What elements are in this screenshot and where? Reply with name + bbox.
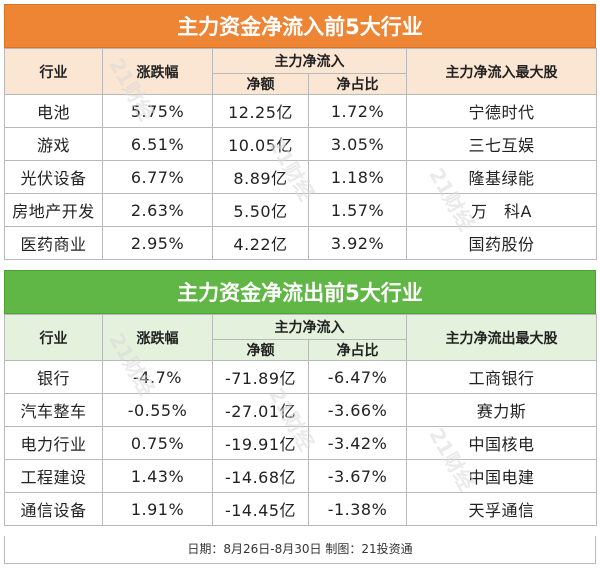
capital-flow-infographic: 主力资金净流入前5大行业 行业 涨跌幅 主力净流入 主力净流入最大股 净额 净占…: [4, 4, 597, 566]
amount-cell: -27.01亿: [212, 393, 309, 427]
ratio-cell: -3.66%: [308, 393, 407, 427]
stock-cell: 国药股份: [406, 226, 597, 260]
change-cell: 2.63%: [102, 193, 213, 227]
change-cell: 5.75%: [102, 94, 213, 128]
table-row: 医药商业 2.95% 4.22亿 3.92% 国药股份: [4, 226, 597, 260]
stock-cell: 万 科A: [406, 193, 597, 227]
change-cell: -4.7%: [102, 360, 213, 394]
ratio-cell: 3.92%: [308, 226, 407, 260]
ratio-cell: 1.72%: [308, 94, 407, 128]
table-row: 光伏设备 6.77% 8.89亿 1.18% 隆基绿能: [4, 160, 597, 194]
header-top-stock: 主力净流入最大股: [406, 48, 597, 95]
table-row: 房地产开发 2.63% 5.50亿 1.57% 万 科A: [4, 193, 597, 227]
amount-cell: 10.05亿: [212, 127, 309, 161]
amount-cell: 5.50亿: [212, 193, 309, 227]
header-net-ratio: 净占比: [308, 339, 407, 361]
change-cell: 1.43%: [102, 459, 213, 493]
ratio-cell: -3.42%: [308, 426, 407, 460]
stock-cell: 赛力斯: [406, 393, 597, 427]
change-cell: 6.51%: [102, 127, 213, 161]
stock-cell: 隆基绿能: [406, 160, 597, 194]
header-industry: 行业: [4, 314, 103, 361]
stock-cell: 中国电建: [406, 459, 597, 493]
ratio-cell: -3.67%: [308, 459, 407, 493]
stock-cell: 天孚通信: [406, 492, 597, 526]
inflow-table: 行业 涨跌幅 主力净流入 主力净流入最大股 净额 净占比 电池 5.75% 12…: [4, 48, 597, 260]
change-cell: 1.91%: [102, 492, 213, 526]
ratio-cell: 3.05%: [308, 127, 407, 161]
industry-cell: 电池: [4, 94, 103, 128]
industry-cell: 医药商业: [4, 226, 103, 260]
stock-cell: 中国核电: [406, 426, 597, 460]
industry-cell: 通信设备: [4, 492, 103, 526]
stock-cell: 宁德时代: [406, 94, 597, 128]
industry-cell: 光伏设备: [4, 160, 103, 194]
table-row: 通信设备 1.91% -14.45亿 -1.38% 天孚通信: [4, 492, 597, 526]
header-net-ratio: 净占比: [308, 73, 407, 95]
amount-cell: 8.89亿: [212, 160, 309, 194]
industry-cell: 游戏: [4, 127, 103, 161]
industry-cell: 银行: [4, 360, 103, 394]
change-cell: 0.75%: [102, 426, 213, 460]
industry-cell: 汽车整车: [4, 393, 103, 427]
ratio-cell: 1.18%: [308, 160, 407, 194]
industry-cell: 工程建设: [4, 459, 103, 493]
change-cell: 2.95%: [102, 226, 213, 260]
outflow-table: 行业 涨跌幅 主力净流入 主力净流出最大股 净额 净占比 银行 -4.7% -7…: [4, 314, 597, 526]
change-cell: 6.77%: [102, 160, 213, 194]
inflow-title: 主力资金净流入前5大行业: [4, 4, 596, 48]
industry-cell: 电力行业: [4, 426, 103, 460]
footer-credit: 日期：8月26日-8月30日 制图：21投资通: [4, 536, 596, 564]
stock-cell: 工商银行: [406, 360, 597, 394]
outflow-title: 主力资金净流出前5大行业: [4, 270, 596, 314]
amount-cell: -14.68亿: [212, 459, 309, 493]
table-row: 银行 -4.7% -71.89亿 -6.47% 工商银行: [4, 360, 597, 394]
ratio-cell: -6.47%: [308, 360, 407, 394]
header-net-group: 主力净流入: [212, 314, 407, 340]
table-row: 游戏 6.51% 10.05亿 3.05% 三七互娱: [4, 127, 597, 161]
header-change: 涨跌幅: [102, 314, 213, 361]
header-top-stock: 主力净流出最大股: [406, 314, 597, 361]
header-net-amount: 净额: [212, 339, 309, 361]
amount-cell: 4.22亿: [212, 226, 309, 260]
amount-cell: -71.89亿: [212, 360, 309, 394]
ratio-cell: -1.38%: [308, 492, 407, 526]
header-net-group: 主力净流入: [212, 48, 407, 74]
change-cell: -0.55%: [102, 393, 213, 427]
industry-cell: 房地产开发: [4, 193, 103, 227]
amount-cell: -19.91亿: [212, 426, 309, 460]
table-row: 工程建设 1.43% -14.68亿 -3.67% 中国电建: [4, 459, 597, 493]
header-change: 涨跌幅: [102, 48, 213, 95]
ratio-cell: 1.57%: [308, 193, 407, 227]
amount-cell: 12.25亿: [212, 94, 309, 128]
stock-cell: 三七互娱: [406, 127, 597, 161]
amount-cell: -14.45亿: [212, 492, 309, 526]
table-row: 电力行业 0.75% -19.91亿 -3.42% 中国核电: [4, 426, 597, 460]
table-row: 汽车整车 -0.55% -27.01亿 -3.66% 赛力斯: [4, 393, 597, 427]
table-row: 电池 5.75% 12.25亿 1.72% 宁德时代: [4, 94, 597, 128]
header-industry: 行业: [4, 48, 103, 95]
header-net-amount: 净额: [212, 73, 309, 95]
